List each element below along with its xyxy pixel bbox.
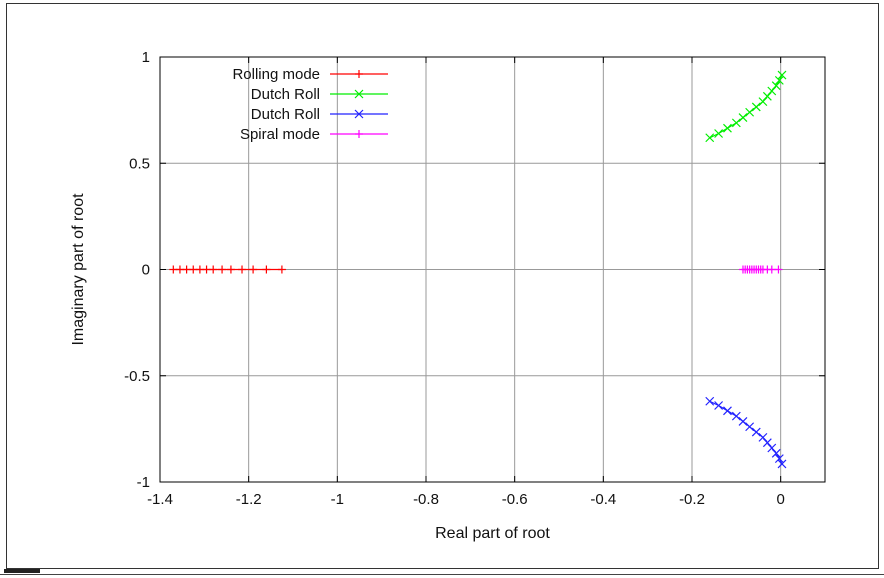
data-point (758, 432, 768, 442)
data-point (745, 107, 755, 117)
data-point (771, 81, 781, 91)
legend-marker (354, 89, 364, 99)
series-1 (169, 265, 286, 274)
x-tick-label: -0.4 (590, 491, 616, 508)
data-point (209, 265, 218, 274)
data-point (723, 406, 732, 416)
x-tick-label: -0.8 (413, 491, 439, 508)
data-point (762, 91, 772, 101)
data-point (762, 438, 772, 448)
y-tick-label: 0.5 (129, 155, 150, 172)
data-point (777, 70, 787, 80)
data-point (714, 129, 724, 138)
legend-marker (354, 109, 364, 119)
data-point (738, 113, 748, 122)
legend-label: Dutch Roll (251, 106, 320, 123)
data-point (767, 86, 777, 96)
x-tick-label: -0.2 (679, 491, 705, 508)
bottom-divider (0, 574, 884, 575)
legend-marker (355, 70, 363, 78)
data-point (774, 265, 783, 274)
data-point (774, 75, 784, 85)
x-tick-label: -1.4 (147, 491, 173, 508)
data-point (738, 417, 748, 426)
y-axis-label: Imaginary part of root (70, 193, 87, 346)
data-point (771, 448, 781, 458)
legend-entry: Dutch Roll (251, 106, 388, 123)
legend-label: Rolling mode (232, 66, 320, 83)
data-point (723, 123, 732, 133)
data-point (226, 265, 235, 274)
ticks: -1.4 -1.2 -1 -0.8 -0.6 -0.4 -0.2 0 -1 -0.5 0 0.5 1 (124, 49, 825, 508)
y-tick-label: 1 (142, 49, 150, 66)
x-axis-label: Real part of root (435, 525, 550, 542)
data-point (751, 427, 761, 437)
legend-label: Dutch Roll (251, 86, 320, 103)
series-3 (705, 396, 787, 469)
resize-handle[interactable] (4, 569, 40, 573)
legend-entry: Dutch Roll (251, 86, 388, 103)
data-point (731, 411, 741, 421)
data-point (705, 396, 715, 406)
data-point (218, 265, 227, 274)
data-point (751, 102, 761, 112)
data-point (745, 422, 755, 432)
data-point (714, 401, 724, 410)
series-2 (705, 70, 787, 143)
data-point (731, 118, 741, 128)
data-point (249, 265, 258, 274)
x-tick-label: -0.6 (502, 491, 528, 508)
data-point (262, 265, 271, 274)
data-point (277, 265, 286, 274)
data-point (774, 454, 784, 464)
series-line (709, 400, 783, 465)
x-tick-label: 0 (776, 491, 784, 508)
data-point (767, 443, 777, 453)
data-point (777, 459, 787, 469)
series-line (709, 74, 783, 139)
y-tick-label: -0.5 (124, 368, 150, 385)
legend-entry: Rolling mode (232, 66, 388, 83)
legend-label: Spiral mode (240, 126, 320, 143)
data-point (758, 97, 768, 107)
legend: Rolling mode Dutch Roll Dutch Roll Spiral m… (232, 66, 388, 143)
series-4 (738, 265, 783, 274)
figure-frame (6, 3, 879, 569)
legend-entry: Spiral mode (240, 126, 388, 143)
series (169, 70, 787, 469)
x-tick-label: -1.2 (236, 491, 262, 508)
legend-marker (355, 130, 363, 138)
data-point (238, 265, 247, 274)
x-tick-label: -1 (331, 491, 344, 508)
y-tick-label: -1 (137, 474, 150, 491)
y-tick-label: 0 (142, 262, 150, 279)
data-point (705, 133, 715, 143)
